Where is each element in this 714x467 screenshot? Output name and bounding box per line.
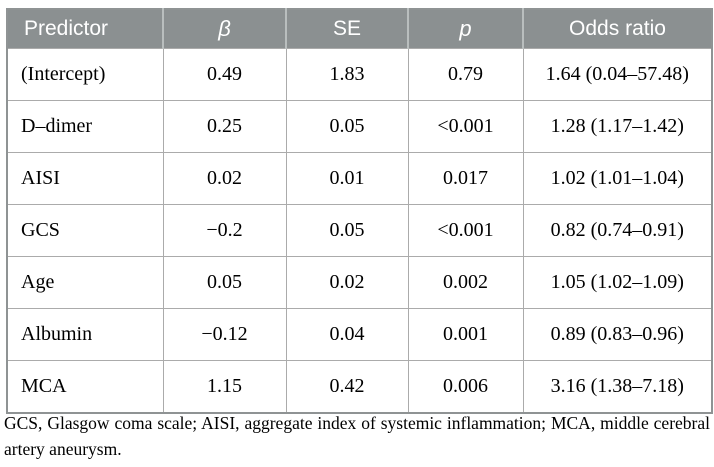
cell-se: 0.04 — [285, 308, 409, 361]
cell-se: 1.83 — [285, 48, 409, 101]
cell-se: 0.42 — [285, 360, 409, 414]
cell-predictor: Age — [6, 256, 164, 309]
cell-beta: 1.15 — [162, 360, 287, 414]
cell-predictor: GCS — [6, 204, 164, 257]
table-row: (Intercept) 0.49 1.83 0.79 1.64 (0.04–57… — [6, 48, 713, 101]
table-row: Albumin −0.12 0.04 0.001 0.89 (0.83–0.96… — [6, 308, 713, 361]
cell-odds-ratio: 1.05 (1.02–1.09) — [522, 256, 713, 309]
table-footnote: GCS, Glasgow coma scale; AISI, aggregate… — [4, 413, 710, 459]
table-row: D–dimer 0.25 0.05 <0.001 1.28 (1.17–1.42… — [6, 100, 713, 153]
cell-se: 0.02 — [285, 256, 409, 309]
column-header-odds-ratio: Odds ratio — [523, 9, 712, 49]
cell-beta: 0.05 — [162, 256, 287, 309]
cell-p: 0.002 — [407, 256, 524, 309]
column-header-beta: β — [163, 9, 287, 49]
cell-p: 0.001 — [407, 308, 524, 361]
cell-p: <0.001 — [407, 204, 524, 257]
cell-p: 0.017 — [407, 152, 524, 205]
cell-beta: 0.49 — [162, 48, 287, 101]
cell-predictor: Albumin — [6, 308, 164, 361]
cell-odds-ratio: 0.89 (0.83–0.96) — [522, 308, 713, 361]
cell-beta: 0.25 — [162, 100, 287, 153]
cell-p: 0.79 — [407, 48, 524, 101]
table-row: MCA 1.15 0.42 0.006 3.16 (1.38–7.18) — [6, 360, 713, 414]
cell-beta: −0.12 — [162, 308, 287, 361]
cell-se: 0.01 — [285, 152, 409, 205]
cell-se: 0.05 — [285, 204, 409, 257]
cell-odds-ratio: 1.02 (1.01–1.04) — [522, 152, 713, 205]
column-header-p: p — [408, 9, 524, 49]
cell-odds-ratio: 0.82 (0.74–0.91) — [522, 204, 713, 257]
cell-odds-ratio: 1.64 (0.04–57.48) — [522, 48, 713, 101]
cell-p: <0.001 — [407, 100, 524, 153]
cell-predictor: MCA — [6, 360, 164, 414]
cell-predictor: (Intercept) — [6, 48, 164, 101]
cell-predictor: AISI — [6, 152, 164, 205]
table-row: Age 0.05 0.02 0.002 1.05 (1.02–1.09) — [6, 256, 713, 309]
column-header-se: SE — [286, 9, 409, 49]
table-row: GCS −0.2 0.05 <0.001 0.82 (0.74–0.91) — [6, 204, 713, 257]
cell-beta: −0.2 — [162, 204, 287, 257]
cell-predictor: D–dimer — [6, 100, 164, 153]
cell-odds-ratio: 3.16 (1.38–7.18) — [522, 360, 713, 414]
cell-odds-ratio: 1.28 (1.17–1.42) — [522, 100, 713, 153]
cell-p: 0.006 — [407, 360, 524, 414]
cell-beta: 0.02 — [162, 152, 287, 205]
header-row: Predictor β SE p Odds ratio — [7, 9, 712, 49]
cell-se: 0.05 — [285, 100, 409, 153]
regression-table: Predictor β SE p Odds ratio (Intercept) … — [6, 8, 713, 414]
table-row: AISI 0.02 0.01 0.017 1.02 (1.01–1.04) — [6, 152, 713, 205]
column-header-predictor: Predictor — [7, 9, 164, 49]
